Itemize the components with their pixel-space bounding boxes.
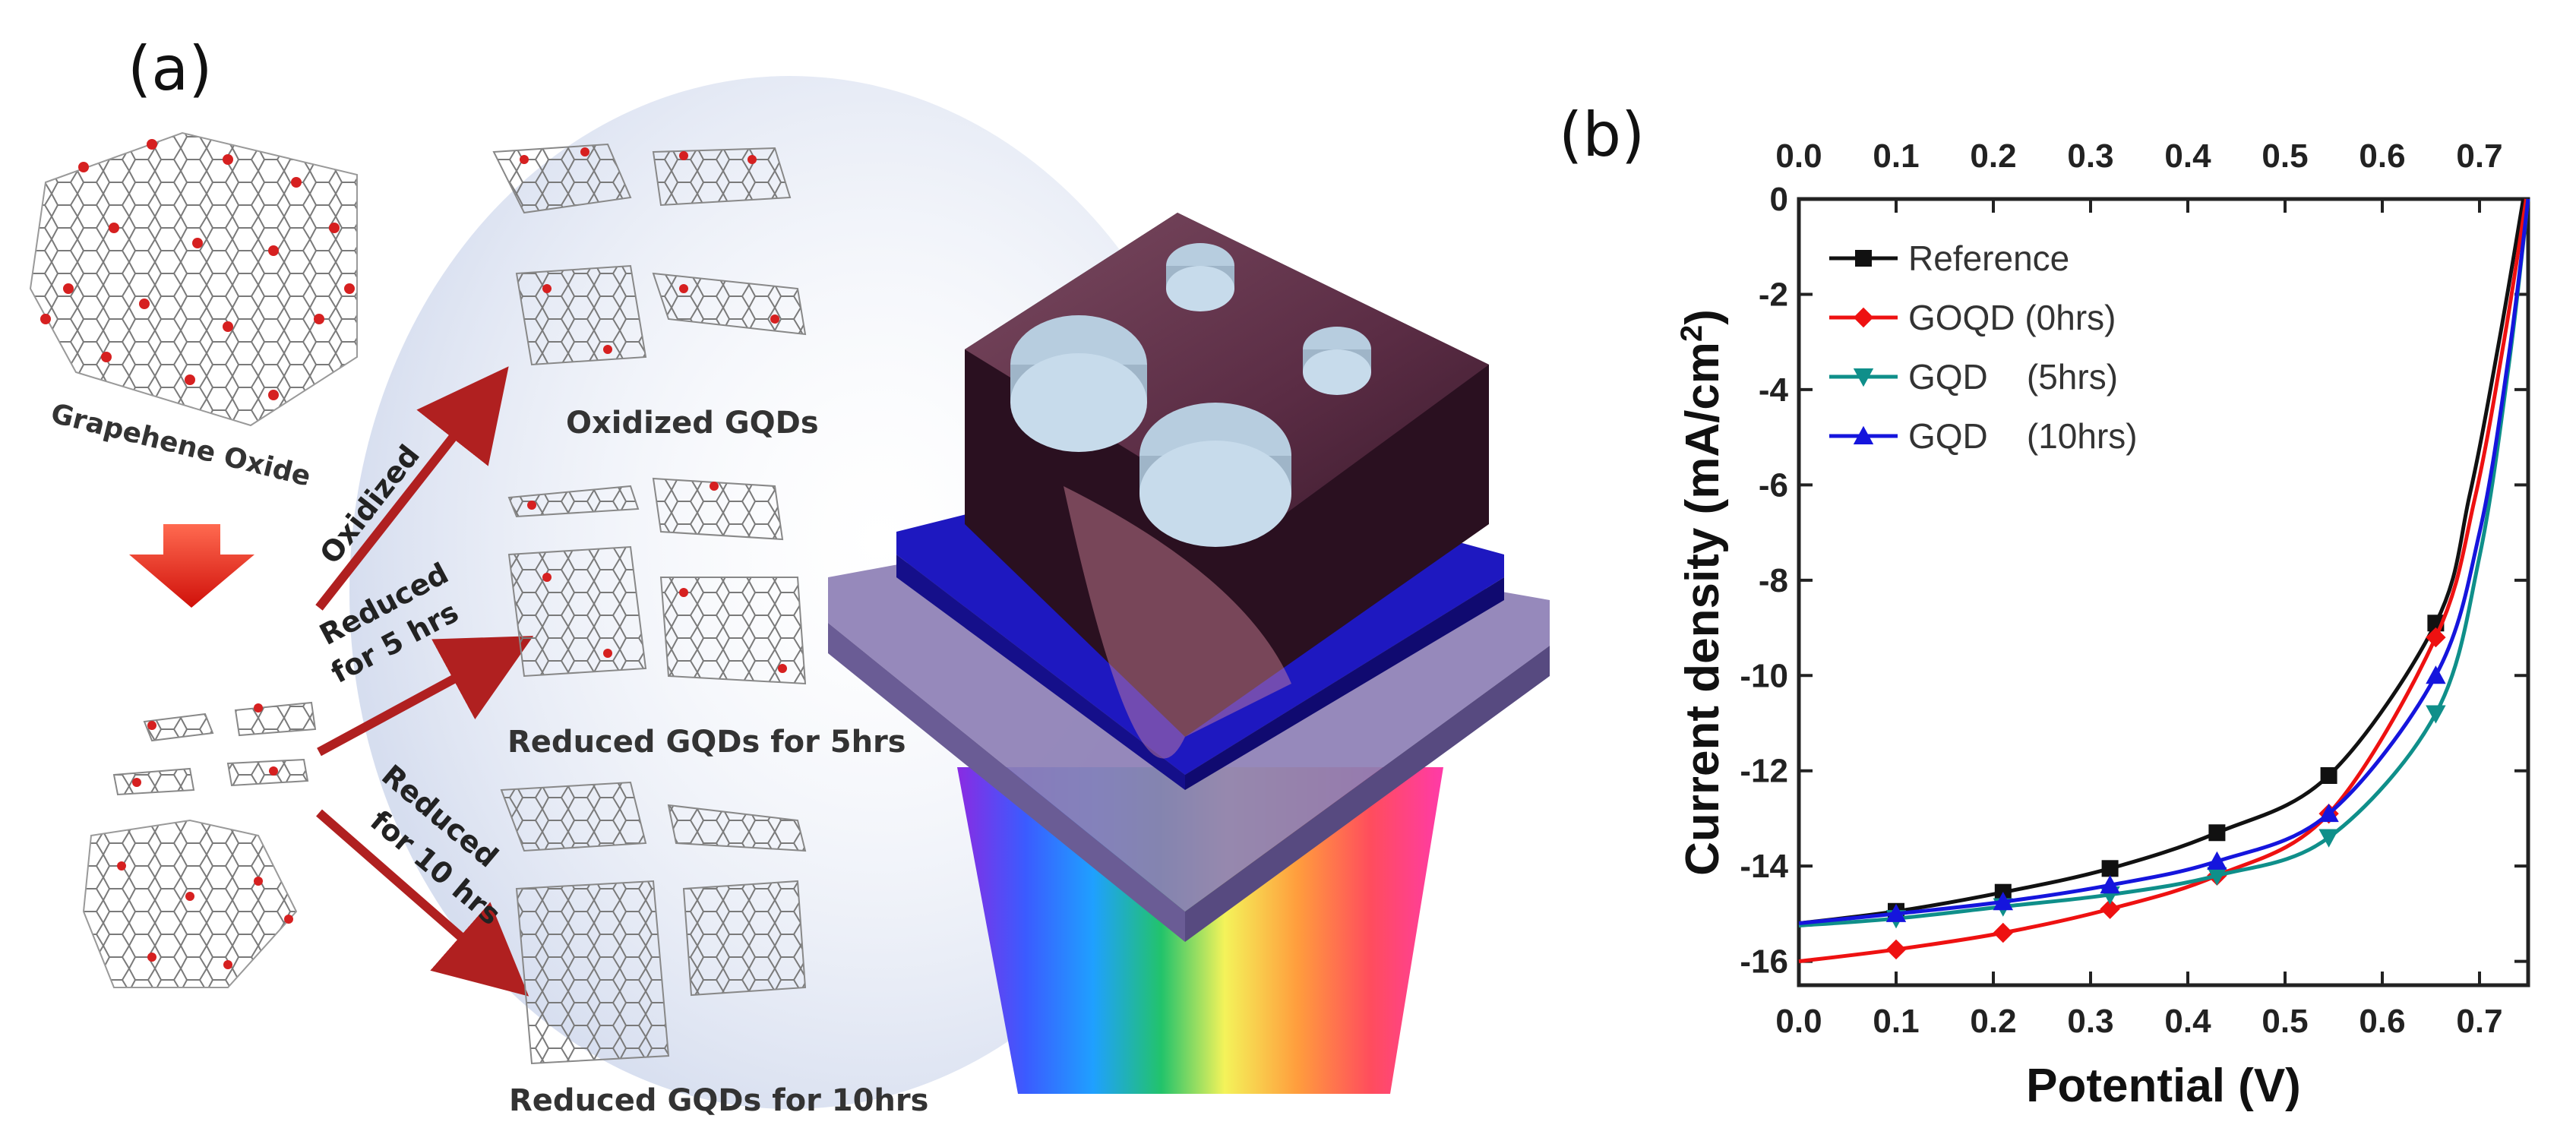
- data-point-marker: [1855, 250, 1872, 267]
- data-point-marker: [2426, 705, 2446, 724]
- y-tick-label: -2: [1759, 276, 1788, 313]
- data-point-marker: [2426, 665, 2446, 684]
- y-tick-label: 0: [1770, 181, 1788, 218]
- oxidized-gqds-label: Oxidized GQDs: [566, 406, 819, 441]
- y-tick-label: -4: [1759, 371, 1789, 409]
- panel-b: (b) 0.0 0.1 0.2 0.3 0.4 0.5 0.6 0.7 0.0 0.1 0.2 0.…: [1559, 100, 2530, 1112]
- y-axis-title-main: Current density (mA/cm: [1677, 342, 1729, 876]
- data-point-marker: [2320, 767, 2337, 784]
- panel-a-label: (a): [128, 33, 212, 104]
- series-layer: [1798, 198, 2530, 964]
- data-point-marker: [2207, 867, 2227, 886]
- data-point-marker: [1993, 892, 2013, 911]
- data-point-marker: [1853, 425, 1874, 444]
- x-tick-label-top: 0.3: [2067, 137, 2113, 175]
- y-tick-label: -10: [1740, 657, 1788, 694]
- legend-label: Reference: [1908, 239, 2069, 278]
- y-axis-title-sup: 2: [1675, 325, 1708, 342]
- x-tick-label: 0.4: [2164, 1003, 2211, 1040]
- x-axis-title: Potential (V): [2026, 1060, 2301, 1112]
- x-tick-label: 0.5: [2262, 1003, 2308, 1040]
- legend-item: Reference: [1829, 239, 2069, 278]
- series-line: [1798, 198, 2528, 964]
- x-tick-labels-top: 0.0 0.1 0.2 0.3 0.4 0.5 0.6 0.7: [1775, 137, 2502, 175]
- panel-b-label: (b): [1559, 100, 1645, 170]
- legend-item: GQD (5hrs): [1829, 357, 2118, 397]
- legend-item: GQD (10hrs): [1829, 416, 2138, 456]
- x-tick-label-top: 0.0: [1775, 137, 1822, 175]
- x-tick-label: 0.1: [1873, 1003, 1919, 1040]
- x-tick-label-top: 0.6: [2359, 137, 2405, 175]
- x-tick-label-top: 0.4: [2164, 137, 2211, 175]
- reduced-10hrs-flakes: [500, 781, 807, 1065]
- data-point-marker: [1885, 903, 1907, 922]
- y-tick-label: -12: [1740, 753, 1788, 790]
- data-point-marker: [2318, 803, 2339, 823]
- legend-label: GQD (5hrs): [1908, 357, 2118, 397]
- y-tick-label: -14: [1740, 848, 1788, 885]
- y-axis-title: Current density (mA/cm2): [1675, 309, 1729, 876]
- reduced-5-arrow-icon: [317, 636, 534, 757]
- data-point-marker: [2100, 899, 2120, 919]
- x-tick-label: 0.3: [2067, 1003, 2113, 1040]
- y-tick-label: -6: [1759, 466, 1788, 504]
- data-point-marker: [2100, 875, 2120, 894]
- graphene-oxide-sheet: [29, 131, 358, 427]
- data-point-marker: [2207, 851, 2227, 870]
- panel-a: (a) Grapehene Oxide: [29, 33, 1550, 1118]
- reduced-5hrs-flakes: [507, 477, 807, 685]
- y-tick-label: -8: [1759, 562, 1788, 599]
- plot-area: [1797, 197, 2530, 987]
- data-point-marker: [2426, 627, 2446, 648]
- data-point-marker: [1853, 368, 1874, 387]
- solar-cell-device: [828, 213, 1550, 1094]
- series-line: [1798, 198, 2526, 925]
- x-tick-label-top: 0.5: [2262, 137, 2308, 175]
- x-tick-label: 0.7: [2456, 1003, 2502, 1040]
- reduced-10-arrow-icon: [316, 809, 529, 997]
- data-point-marker: [1853, 307, 1874, 328]
- x-tick-label: 0.0: [1775, 1003, 1822, 1040]
- data-point-marker: [1885, 939, 1907, 960]
- y-axis-title-close: ): [1677, 309, 1729, 325]
- data-point-marker: [2208, 824, 2226, 842]
- legend-label: GQD (10hrs): [1908, 416, 2138, 456]
- x-tick-label-top: 0.2: [1970, 137, 2016, 175]
- series-3: [1798, 198, 2530, 925]
- oxidized-arrow-icon: [315, 366, 509, 611]
- x-tick-label: 0.6: [2359, 1003, 2405, 1040]
- data-point-marker: [2318, 829, 2339, 848]
- down-arrow-icon: [129, 524, 254, 608]
- x-tick-label-top: 0.7: [2456, 137, 2502, 175]
- y-tick-label: -16: [1740, 943, 1788, 981]
- legend-label: GOQD (0hrs): [1908, 298, 2116, 337]
- graphene-oxide-label: Grapehene Oxide: [48, 398, 314, 493]
- reduced-5hrs-label: Reduced GQDs for 5hrs: [507, 725, 906, 760]
- oxidized-gqds-flakes: [492, 143, 807, 366]
- reduced-10hrs-label: Reduced GQDs for 10hrs: [509, 1083, 928, 1118]
- data-point-marker: [2101, 860, 2119, 877]
- y-tick-labels: 0 -2 -4 -6 -8 -10 -12 -14 -16: [1740, 181, 1788, 981]
- data-point-marker: [1993, 922, 2013, 943]
- x-tick-label-top: 0.1: [1873, 137, 1919, 175]
- small-flakes: [82, 701, 317, 988]
- x-tick-labels-bottom: 0.0 0.1 0.2 0.3 0.4 0.5 0.6 0.7: [1775, 1003, 2502, 1040]
- x-tick-label: 0.2: [1970, 1003, 2016, 1040]
- legend-item: GOQD (0hrs): [1829, 298, 2116, 337]
- legend: Reference GOQD (0hrs) GQD (5hrs) GQD (10hrs…: [1829, 239, 2138, 456]
